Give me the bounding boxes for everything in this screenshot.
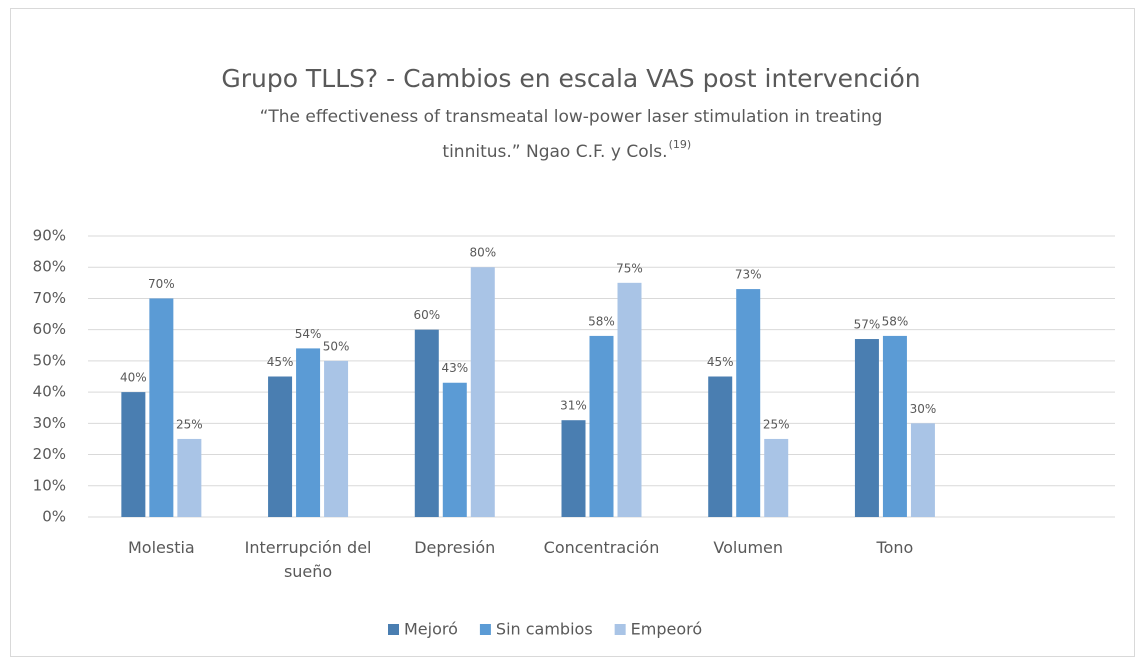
data-label: 58% <box>882 314 909 328</box>
data-label: 80% <box>469 246 496 260</box>
y-tick-label: 30% <box>33 414 66 432</box>
bar <box>736 289 761 517</box>
data-label: 40% <box>120 371 147 385</box>
x-tick-label: Volumen <box>713 538 784 557</box>
data-label: 30% <box>910 402 937 416</box>
y-tick-label: 70% <box>33 289 66 307</box>
data-label: 75% <box>616 261 643 275</box>
y-tick-label: 0% <box>42 508 66 526</box>
chart-title: Grupo TLLS? - Cambios en escala VAS post… <box>221 64 920 93</box>
data-label: 25% <box>176 417 203 431</box>
bar <box>561 420 586 517</box>
y-tick-label: 90% <box>33 227 66 245</box>
x-tick-label: Tono <box>876 538 914 557</box>
data-label: 54% <box>295 327 322 341</box>
x-tick-label: Interrupción del sueño <box>244 538 372 581</box>
chart-subtitle-superscript: (19) <box>669 138 692 151</box>
bar <box>268 376 293 517</box>
x-tick-label: Molestia <box>127 538 195 557</box>
data-label: 45% <box>267 355 294 369</box>
data-label: 25% <box>763 417 790 431</box>
bar <box>617 282 642 517</box>
y-tick-label: 80% <box>33 258 66 276</box>
bar <box>296 348 321 517</box>
data-label: 43% <box>441 361 468 375</box>
x-tick-label: Concentración <box>543 538 660 557</box>
bar <box>708 376 733 517</box>
legend-label: Sin cambios <box>496 620 593 639</box>
y-tick-label: 20% <box>33 445 66 463</box>
bar <box>854 339 879 517</box>
data-label: 50% <box>323 339 350 353</box>
chart-subtitle: tinnitus.” Ngao C.F. y Cols. <box>442 142 667 162</box>
bar <box>470 267 495 517</box>
data-label: 60% <box>413 308 440 322</box>
legend-swatch <box>614 624 626 635</box>
chart-subtitle: “The effectiveness of transmeatal low-po… <box>260 107 883 127</box>
bar <box>177 438 202 517</box>
bar <box>882 335 907 517</box>
bar <box>589 335 614 517</box>
legend-label: Mejoró <box>404 620 458 639</box>
legend-swatch <box>388 624 399 635</box>
data-label: 58% <box>588 314 615 328</box>
bar <box>764 438 789 517</box>
y-tick-label: 50% <box>33 351 66 369</box>
y-tick-label: 60% <box>33 320 66 338</box>
data-label: 31% <box>560 399 587 413</box>
bar <box>324 360 349 517</box>
bar <box>910 423 935 517</box>
data-label: 73% <box>735 268 762 282</box>
chart-border <box>10 8 1135 657</box>
legend-label: Empeoró <box>631 620 703 639</box>
bar <box>414 329 439 517</box>
x-tick-label: Depresión <box>414 538 496 557</box>
legend-swatch <box>479 624 491 635</box>
data-label: 45% <box>707 355 734 369</box>
bar <box>149 298 174 517</box>
bar <box>121 392 146 517</box>
y-tick-label: 40% <box>33 383 66 401</box>
bar <box>442 382 467 517</box>
data-label: 70% <box>148 277 175 291</box>
data-label: 57% <box>854 318 881 332</box>
y-tick-label: 10% <box>33 476 66 494</box>
